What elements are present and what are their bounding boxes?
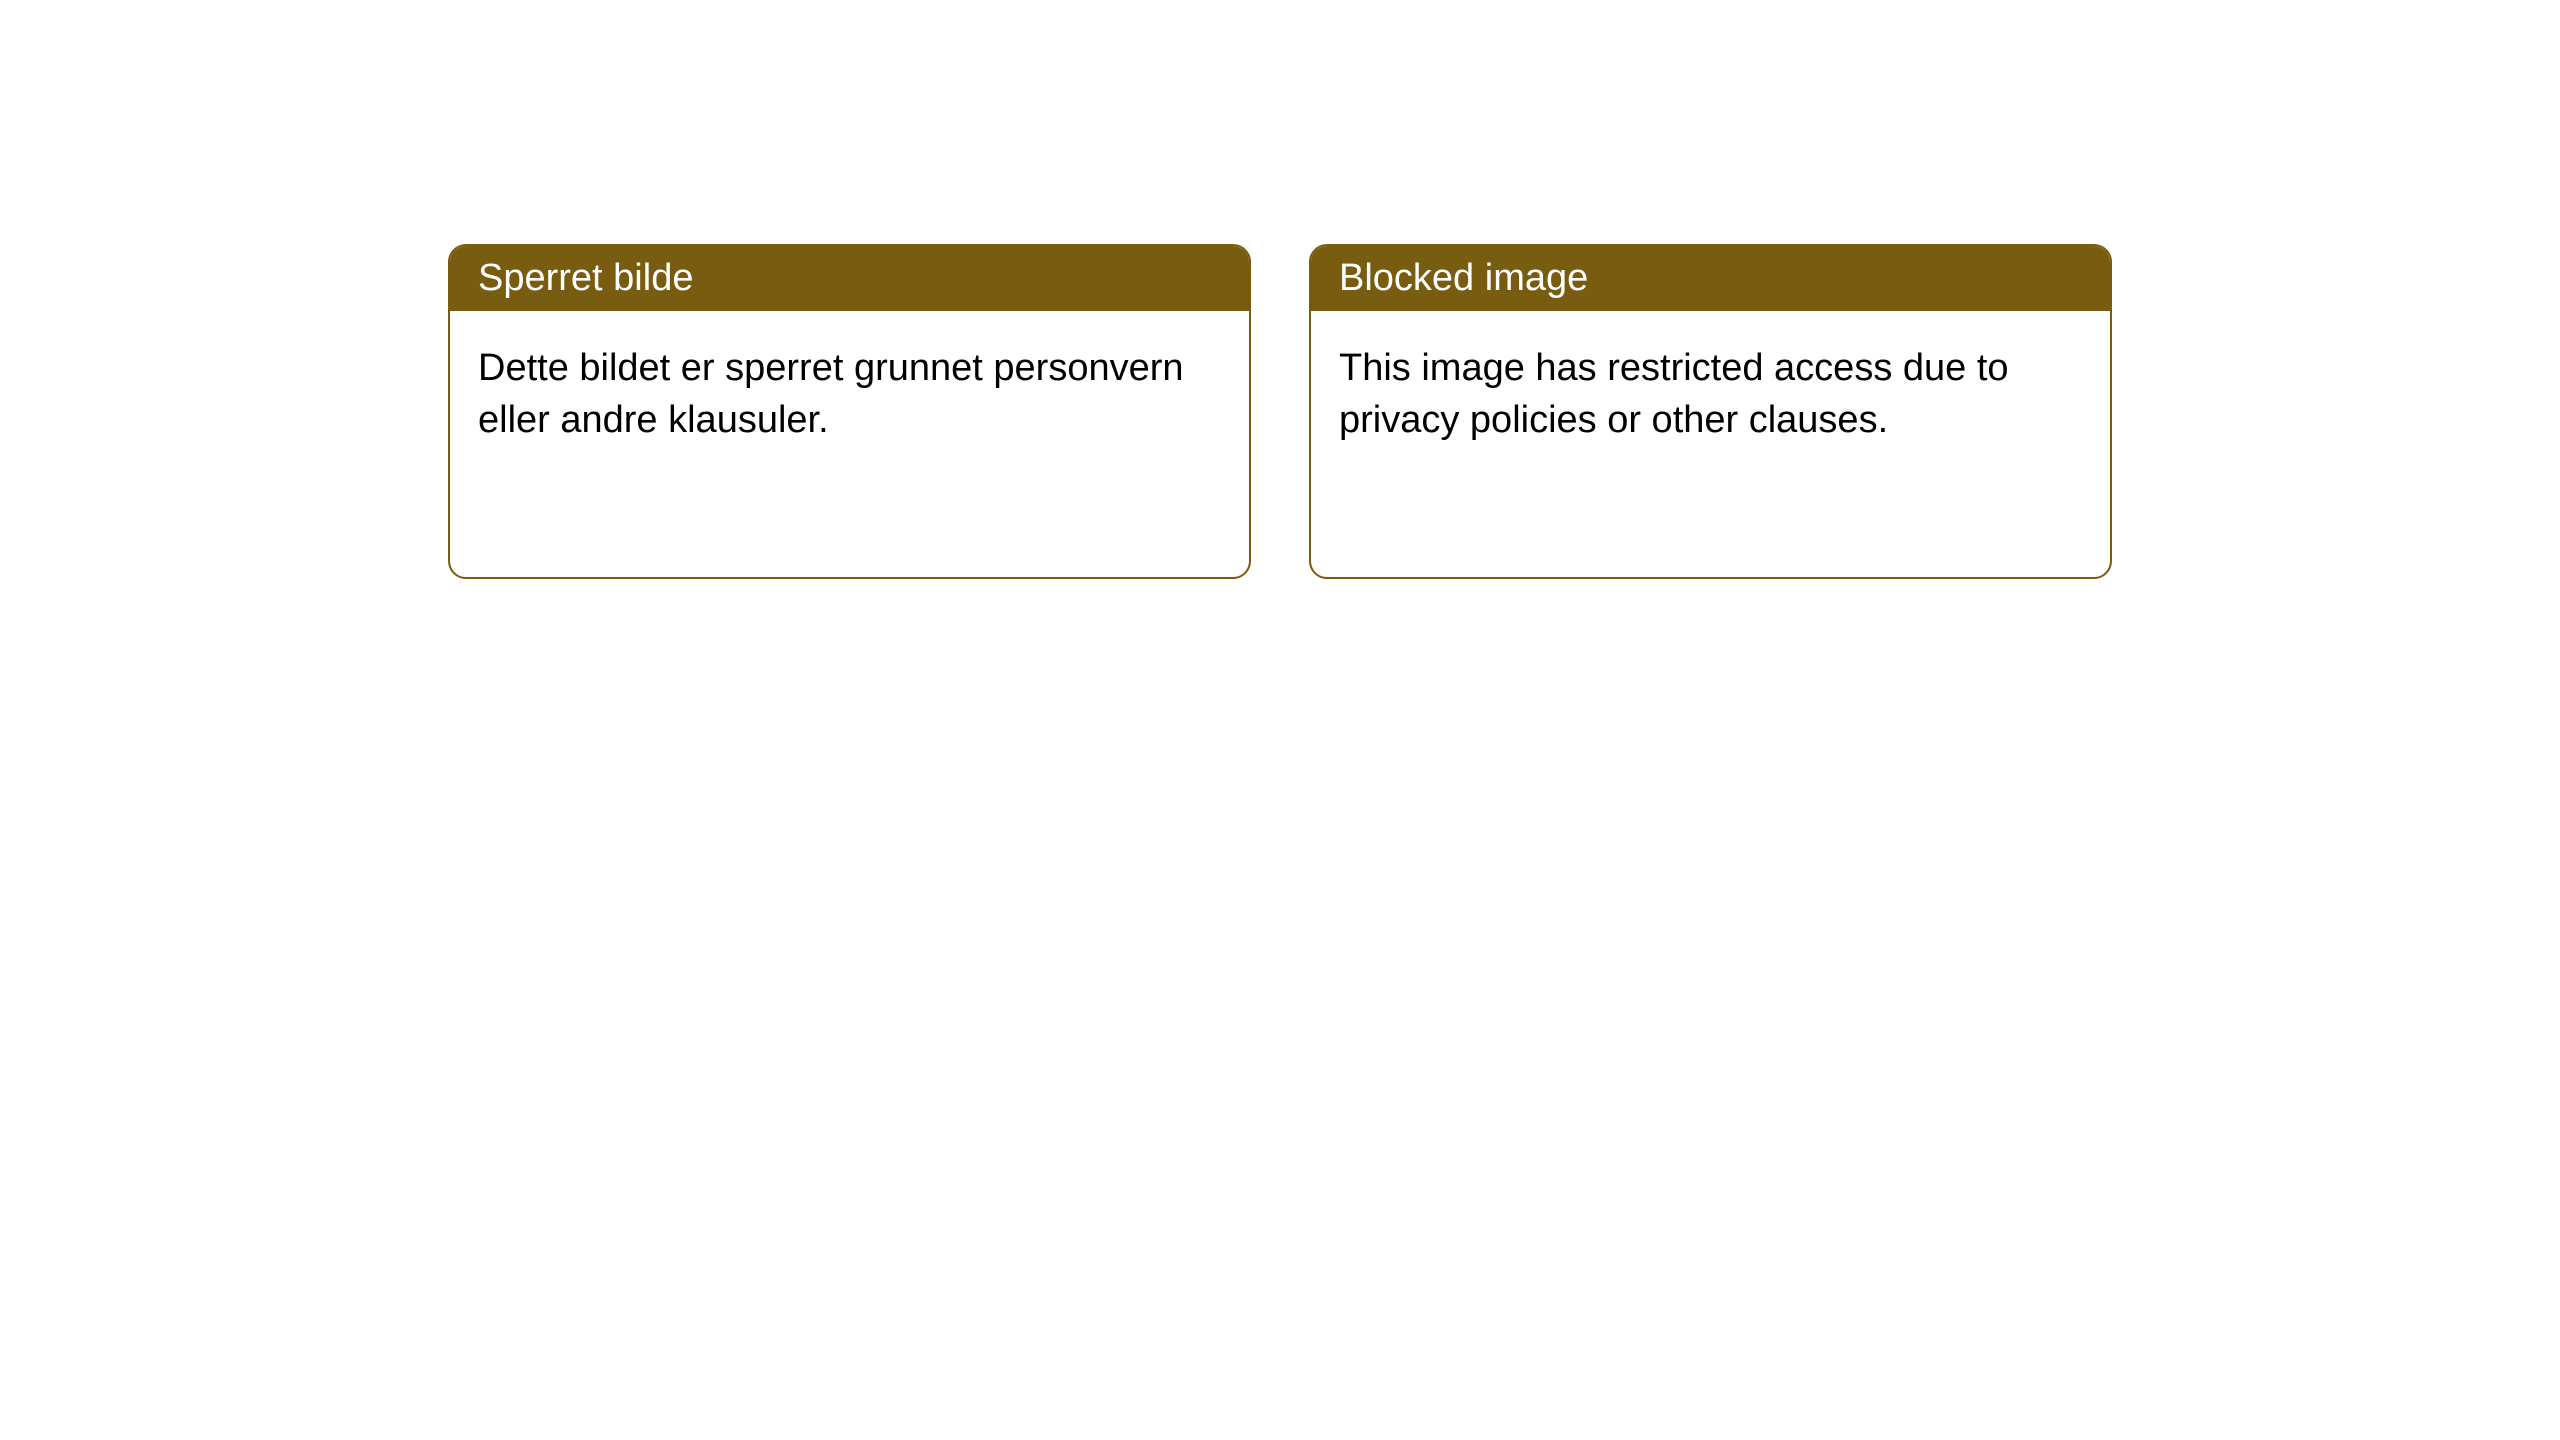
notice-message-english: This image has restricted access due to … xyxy=(1311,311,2110,478)
notice-title-english: Blocked image xyxy=(1311,246,2110,311)
notice-card-norwegian: Sperret bilde Dette bildet er sperret gr… xyxy=(448,244,1251,579)
notice-message-norwegian: Dette bildet er sperret grunnet personve… xyxy=(450,311,1249,478)
notice-container: Sperret bilde Dette bildet er sperret gr… xyxy=(0,0,2560,579)
notice-card-english: Blocked image This image has restricted … xyxy=(1309,244,2112,579)
notice-title-norwegian: Sperret bilde xyxy=(450,246,1249,311)
